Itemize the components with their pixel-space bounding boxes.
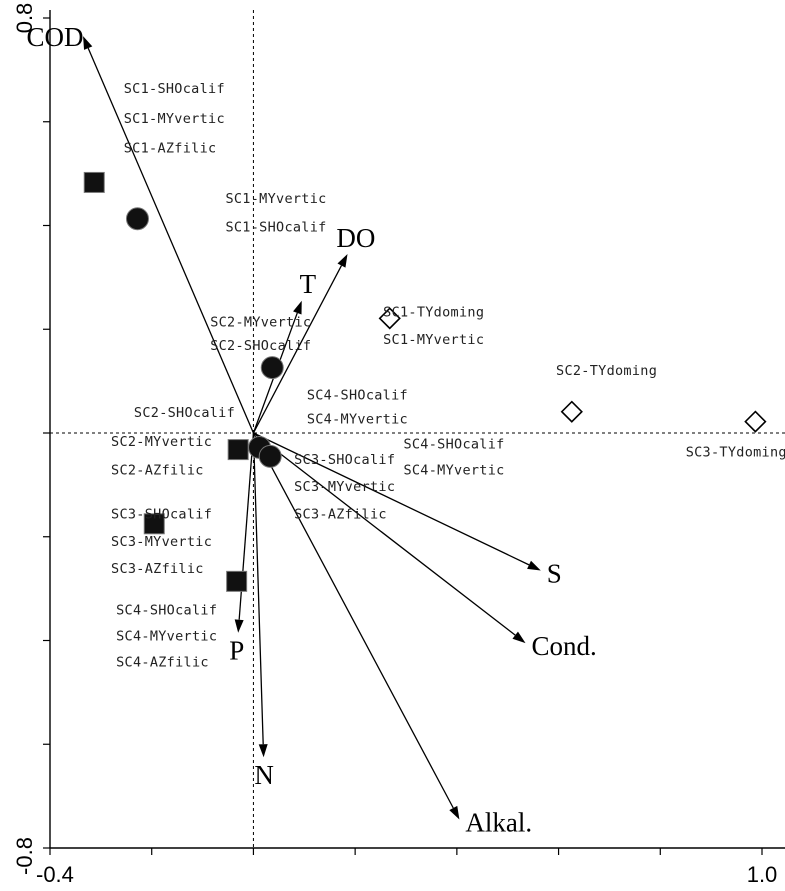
vector-label: DO [336,223,375,253]
y-tick-label-min: -0.8 [12,837,37,875]
sample-label: SC3-MYvertic [111,534,212,550]
sample-point-square [143,513,165,535]
sample-label: SC4-MYvertic [403,463,504,479]
sample-label: SC1-TYdoming [383,304,484,320]
vector-cod: COD [27,22,255,434]
vector-label: Cond. [532,631,597,661]
sample-label: SC1-SHOcalif [124,81,225,97]
sample-label: SC1-MYvertic [383,332,484,348]
sample-label: SC2-TYdoming [556,363,657,379]
x-ticks [49,848,763,855]
x-tick-label-max: 1.0 [747,862,778,887]
vector-cond: Cond. [253,432,597,661]
axes: -0.4 1.0 0.8 -0.8 [12,3,785,887]
sample-label: SC4-MYvertic [307,412,408,428]
vector-label: N [254,760,274,790]
sample-label: SC2-MYvertic [111,434,212,450]
sample-label: SC2-SHOcalif [210,338,311,354]
y-ticks [43,17,50,849]
sample-label: SC4-SHOcalif [403,437,504,453]
sample-label: SC3-MYvertic [294,479,395,495]
sample-point-square [227,439,249,461]
sample-label: SC2-SHOcalif [134,405,235,421]
sample-label: SC4-SHOcalif [307,387,408,403]
sample-label: SC4-SHOcalif [116,603,217,619]
sample-point-diamond [744,410,767,433]
vector-p: P [229,432,255,666]
sample-label: SC1-SHOcalif [225,220,326,236]
vector-label: COD [27,22,84,52]
vector-n: N [252,432,274,790]
sample-point-circle [258,444,282,468]
sample-point-square [226,570,248,592]
y-tick-label-max: 0.8 [12,3,37,34]
vector-do: DO [252,223,375,434]
sample-point-diamond [560,400,583,423]
sample-labels: SC1-SHOcalif SC1-MYvertic SC1-AZfilic SC1-M… [111,81,785,670]
vector-label: S [547,558,562,588]
sample-label: SC4-MYvertic [116,629,217,645]
sample-label: SC3-SHOcalif [111,507,212,523]
sample-label: SC3-TYdoming [686,444,785,460]
vector-s: S [253,432,562,588]
sample-point-circle [260,356,284,380]
vector-label: P [229,636,244,666]
x-tick-label-min: -0.4 [36,862,74,887]
sample-label: SC1-AZfilic [124,140,217,156]
sample-label: SC1-MYvertic [124,111,225,127]
sample-point-diamond [378,307,401,330]
sample-label: SC3-SHOcalif [294,452,395,468]
sample-point-square [83,171,105,193]
vector-alkal: Alkal. [252,432,532,837]
sample-label: SC2-AZfilic [111,463,204,479]
sample-label: SC4-AZfilic [116,654,209,670]
sample-label: SC3-AZfilic [111,561,204,577]
sample-label: SC3-AZfilic [294,507,387,523]
environmental-vectors: COD T DO S Cond. P N Alkal. [27,22,597,837]
sample-point-circle [125,207,149,231]
sample-points [83,171,767,592]
vector-label: T [300,269,317,299]
sample-label: SC2-MYvertic [210,315,311,331]
sample-label: SC1-MYvertic [225,191,326,207]
vector-label: Alkal. [465,807,532,837]
